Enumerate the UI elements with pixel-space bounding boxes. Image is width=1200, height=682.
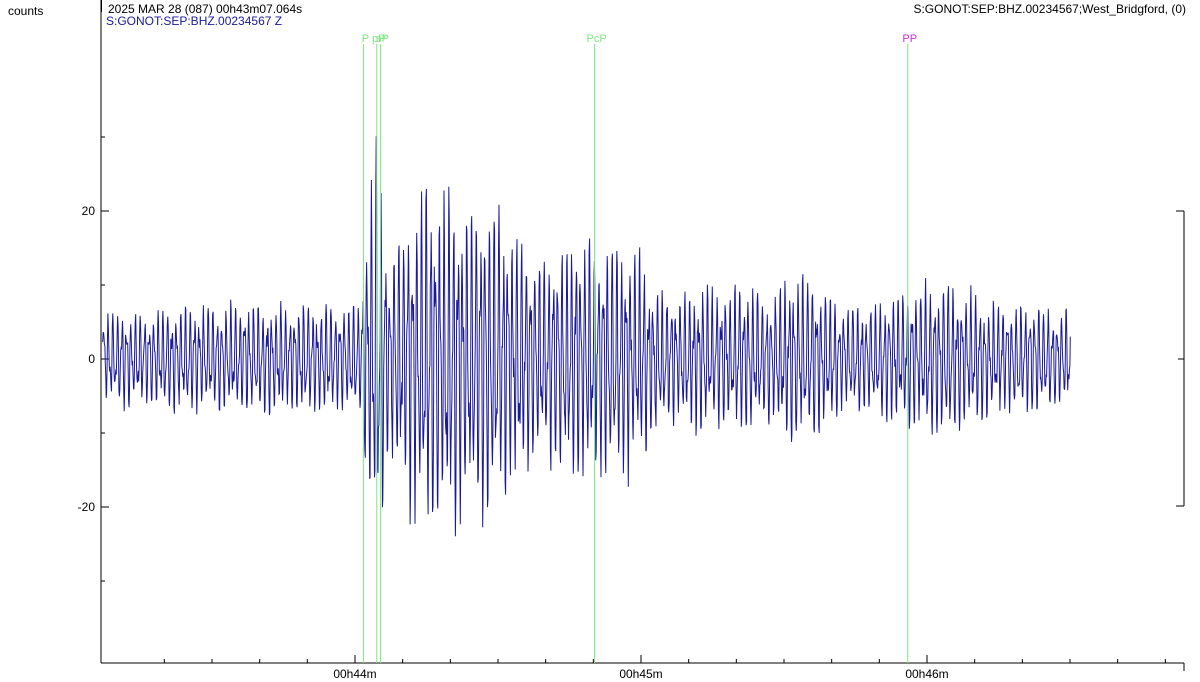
x-tick-label: 00h45m <box>619 667 662 681</box>
phase-marker-pcp-label: PcP <box>586 33 606 45</box>
waveform-trace <box>102 136 1071 537</box>
phase-marker-pp-label: PP <box>902 33 917 45</box>
y-tick-label: 20 <box>82 204 96 218</box>
station-info-label: S:GONOT:SEP:BHZ.00234567;West_Bridgford,… <box>913 2 1186 16</box>
start-time-label: 2025 MAR 28 (087) 00h43m07.064s <box>108 2 303 16</box>
trace-id-label: S:GONOT:SEP:BHZ.00234567 Z <box>106 14 283 28</box>
y-tick-label: 0 <box>88 352 95 366</box>
x-tick-label: 00h46m <box>905 667 948 681</box>
y-tick-label: -20 <box>78 500 96 514</box>
units-label: counts <box>8 4 44 18</box>
phase-marker-sp-label: sP <box>376 33 389 45</box>
phase-marker-pp-label: pP <box>372 33 385 45</box>
x-tick-label: 00h44m <box>333 667 376 681</box>
phase-marker-p-label: P <box>362 33 369 45</box>
